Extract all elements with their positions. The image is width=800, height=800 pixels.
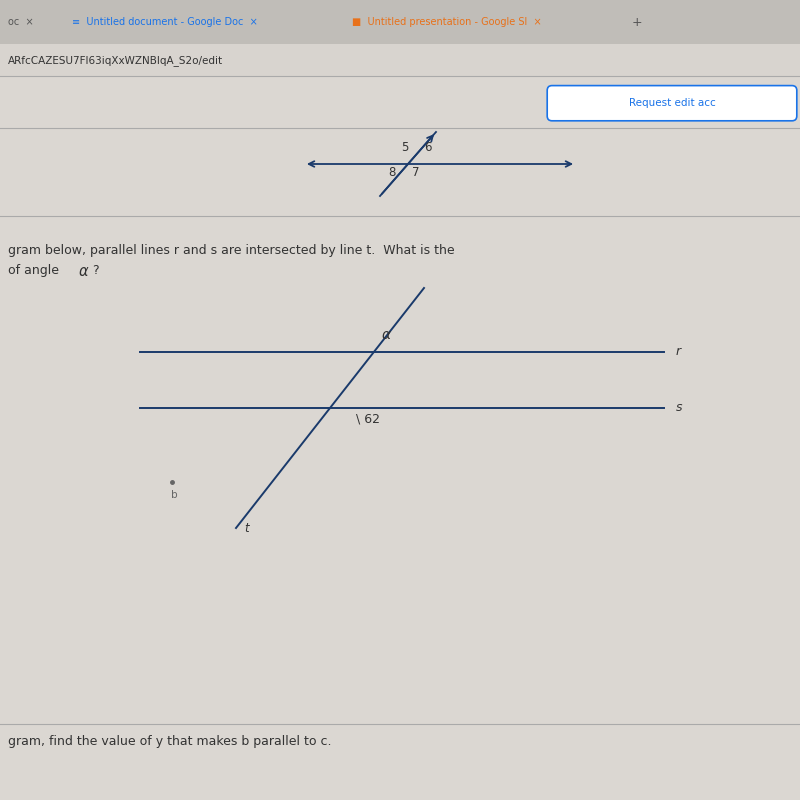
Text: α: α [382, 328, 390, 342]
Text: ARfcCAZESU7FI63iqXxWZNBIqA_S2o/edit: ARfcCAZESU7FI63iqXxWZNBIqA_S2o/edit [8, 55, 223, 66]
Text: r: r [676, 345, 681, 358]
Text: 8: 8 [388, 166, 395, 178]
Text: 6: 6 [424, 141, 431, 154]
Text: s: s [676, 401, 682, 414]
Text: gram, find the value of y that makes b parallel to c.: gram, find the value of y that makes b p… [8, 735, 331, 748]
FancyBboxPatch shape [547, 86, 797, 121]
Text: of angle: of angle [8, 264, 67, 277]
Text: α: α [78, 264, 88, 279]
Text: ≡  Untitled document - Google Doc  ×: ≡ Untitled document - Google Doc × [72, 18, 258, 27]
Text: 7: 7 [412, 166, 419, 178]
FancyBboxPatch shape [0, 0, 800, 44]
Text: b: b [171, 490, 178, 499]
FancyBboxPatch shape [0, 76, 800, 800]
Text: +: + [632, 16, 642, 29]
Text: oc  ×: oc × [8, 18, 34, 27]
FancyBboxPatch shape [0, 44, 800, 76]
Text: ■  Untitled presentation - Google Sl  ×: ■ Untitled presentation - Google Sl × [352, 18, 542, 27]
Text: 5: 5 [401, 141, 408, 154]
Text: ?: ? [92, 264, 98, 277]
Text: gram below, parallel lines r and s are intersected by line t.  What is the: gram below, parallel lines r and s are i… [8, 244, 454, 257]
Text: Request edit acc: Request edit acc [629, 98, 715, 108]
Text: \ 62: \ 62 [356, 412, 380, 425]
Text: t: t [244, 522, 249, 534]
